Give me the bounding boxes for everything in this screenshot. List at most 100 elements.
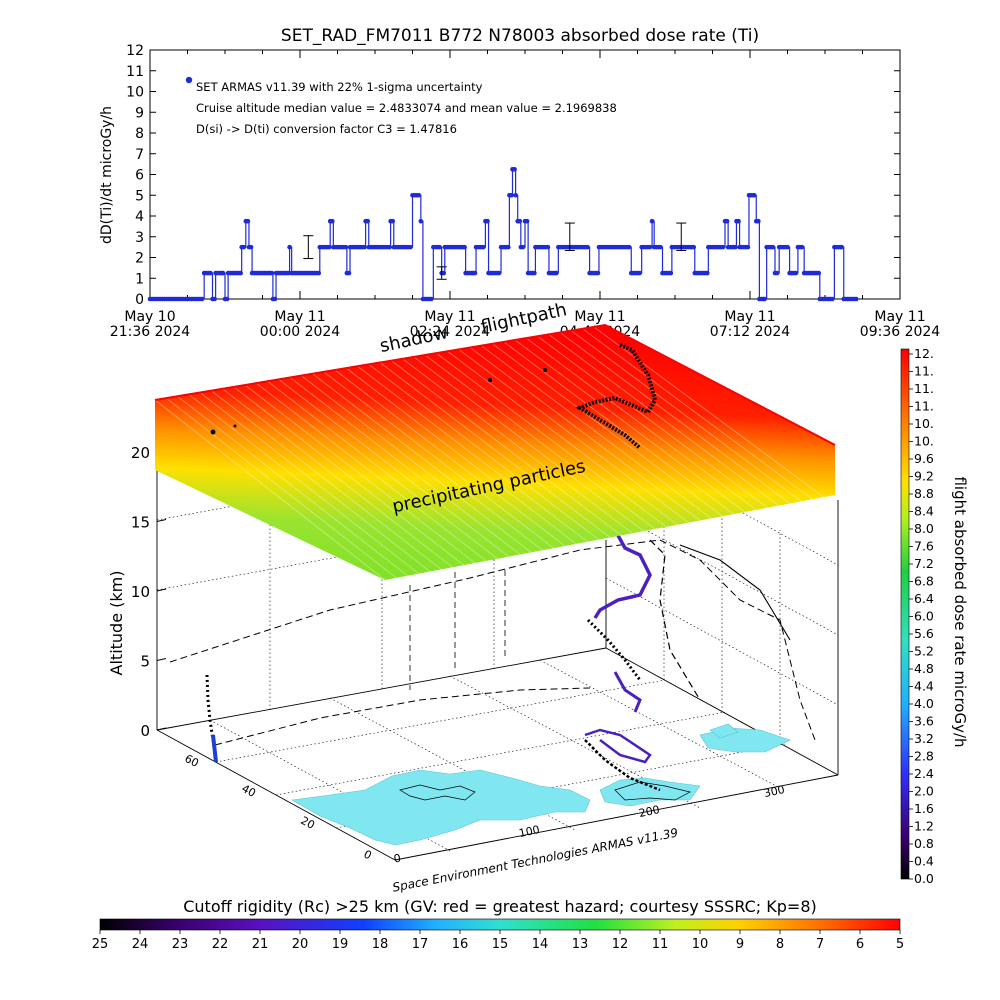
dose-rate-series bbox=[147, 167, 859, 302]
flight-track-3d bbox=[169, 529, 816, 792]
dose-rate-point bbox=[585, 244, 590, 250]
rigidity-tick-label: 5 bbox=[896, 937, 904, 952]
flight-track-right-curve bbox=[649, 539, 701, 701]
dose-rate-point bbox=[816, 270, 822, 276]
y-tick-label: 11 bbox=[126, 64, 144, 80]
x-tick-label-date: May 11 bbox=[574, 309, 625, 325]
slab-hatch-line bbox=[582, 328, 813, 500]
dose-rate-point bbox=[658, 244, 663, 250]
dose-rate-point bbox=[238, 270, 243, 276]
y-tick-label: 7 bbox=[135, 147, 144, 163]
land-mass-asia-coast bbox=[599, 777, 701, 807]
slab-hatch-line bbox=[199, 392, 431, 572]
slab-hatch-line bbox=[469, 347, 701, 521]
y-tick-label: 4 bbox=[135, 209, 144, 225]
dose-rate-point bbox=[418, 218, 424, 224]
dose-rate-point bbox=[326, 244, 332, 250]
dose-rate-point bbox=[751, 192, 757, 198]
x-tick-label-date: May 11 bbox=[424, 309, 475, 325]
slab-hatch-line bbox=[559, 332, 791, 504]
y-tick-label: 12 bbox=[126, 43, 144, 59]
slab-hatch-line bbox=[593, 326, 825, 498]
dose-rate-point bbox=[520, 244, 526, 250]
flight-track-far-right bbox=[679, 544, 791, 641]
rigidity-colorbar-ticks: 25 24 23 22 21 20 19 18 17 16 15 14 13 12 11 10 9 8 7 6 5 bbox=[92, 930, 904, 952]
slab-hatch-line bbox=[312, 373, 543, 551]
top-y-axis-label: dD(Ti)/dt microGy/h bbox=[99, 106, 115, 244]
rigidity-tick-label: 13 bbox=[572, 937, 589, 952]
dose-tick-label: 1.6 bbox=[914, 801, 934, 816]
box-front-right-edge bbox=[394, 774, 839, 861]
x-tick-label-time: 09:36 2024 bbox=[860, 324, 941, 340]
dose-rate-point bbox=[853, 296, 859, 302]
slab-hatch-line bbox=[503, 341, 735, 515]
flight-track-vertical-dashes bbox=[409, 570, 506, 690]
x-tick-label-date: May 11 bbox=[724, 309, 775, 325]
dose-rate-point bbox=[387, 244, 392, 250]
latitude-tick-label: 20 bbox=[298, 814, 316, 832]
slab-hatch-line bbox=[255, 382, 487, 562]
slab-hatching bbox=[154, 326, 825, 581]
x-tick-label-time: 00:00 2024 bbox=[260, 324, 341, 340]
slab-hatch-line bbox=[289, 377, 521, 555]
dose-tick-label: 3.6 bbox=[914, 714, 934, 729]
flight-track-aircraft-segment-2 bbox=[586, 618, 642, 681]
dose-tick-label: 8.0 bbox=[914, 521, 934, 536]
dose-rate-point bbox=[553, 270, 559, 276]
rigidity-tick-label: 19 bbox=[332, 937, 349, 952]
x-tick-label-date: May 10 bbox=[124, 309, 175, 325]
slab-hatch-line bbox=[570, 330, 802, 502]
longitude-tick-label: 0 bbox=[392, 851, 402, 865]
slab-hatch-line bbox=[514, 339, 746, 513]
slab-hatch-line bbox=[458, 348, 690, 524]
dose-rate-line bbox=[150, 168, 859, 300]
flight-track-aircraft-segment-3 bbox=[613, 671, 642, 713]
top-chart-title: SET_RAD_FM7011 B772 N78003 absorbed dose… bbox=[281, 26, 759, 46]
dose-rate-point bbox=[637, 270, 642, 276]
rigidity-tick-label: 24 bbox=[132, 937, 149, 952]
z-tick-mark bbox=[156, 519, 167, 522]
dose-rate-point bbox=[408, 244, 413, 250]
y-tick-label: 3 bbox=[135, 230, 144, 246]
slab-hatch-line bbox=[154, 399, 386, 581]
rigidity-tick-label: 6 bbox=[856, 937, 864, 952]
flight-track-ground-shadow bbox=[169, 539, 816, 741]
dose-rate-point bbox=[545, 244, 551, 250]
x-tick-label-time: 07:12 2024 bbox=[710, 324, 791, 340]
land-mass-europe bbox=[291, 769, 591, 846]
rigidity-tick-label: 22 bbox=[212, 937, 229, 952]
dose-rate-point bbox=[829, 296, 835, 302]
slab-hatch-line bbox=[390, 360, 622, 536]
slab-hatch-line bbox=[480, 345, 712, 519]
dose-tick-label: 6.4 bbox=[914, 591, 934, 606]
flightpath-label: flightpath bbox=[479, 299, 569, 338]
slab-hatch-line bbox=[525, 337, 757, 511]
latitude-tick-label: 60 bbox=[182, 752, 200, 770]
top-legend: SET ARMAS v11.39 with 22% 1-sigma uncert… bbox=[185, 76, 617, 136]
dose-tick-label: 10. bbox=[914, 416, 934, 431]
flight-track-lower-shadow bbox=[214, 687, 591, 746]
dose-rate-point bbox=[316, 270, 322, 276]
rigidity-tick-label: 18 bbox=[372, 937, 389, 952]
dose-tick-label: 0.4 bbox=[914, 854, 934, 869]
dose-rate-point bbox=[691, 244, 697, 250]
rigidity-tick-label: 23 bbox=[172, 937, 189, 952]
dose-rate-point bbox=[649, 218, 655, 224]
land-mass-island bbox=[709, 723, 739, 739]
slab-hatch-line bbox=[548, 333, 780, 507]
slab-hatch-line bbox=[300, 375, 532, 553]
z-tick-label: 15 bbox=[131, 514, 150, 532]
dose-tick-label: 5.6 bbox=[914, 626, 934, 641]
dose-rate-point bbox=[720, 244, 726, 250]
dose-tick-label: 11. bbox=[914, 364, 934, 379]
dose-rate-point bbox=[365, 218, 371, 224]
z-tick-label: 20 bbox=[131, 444, 150, 462]
longitude-axis: 0 100 200 300 bbox=[392, 783, 785, 866]
x-tick-label-time: 02:24 2024 bbox=[410, 324, 491, 340]
dose-tick-label: 3.2 bbox=[914, 731, 934, 746]
altitude-axis-label: Altitude (km) bbox=[107, 571, 126, 676]
dose-rate-point bbox=[756, 218, 761, 224]
slab-hatch-line bbox=[278, 378, 510, 558]
flight-track-descent bbox=[584, 739, 661, 792]
